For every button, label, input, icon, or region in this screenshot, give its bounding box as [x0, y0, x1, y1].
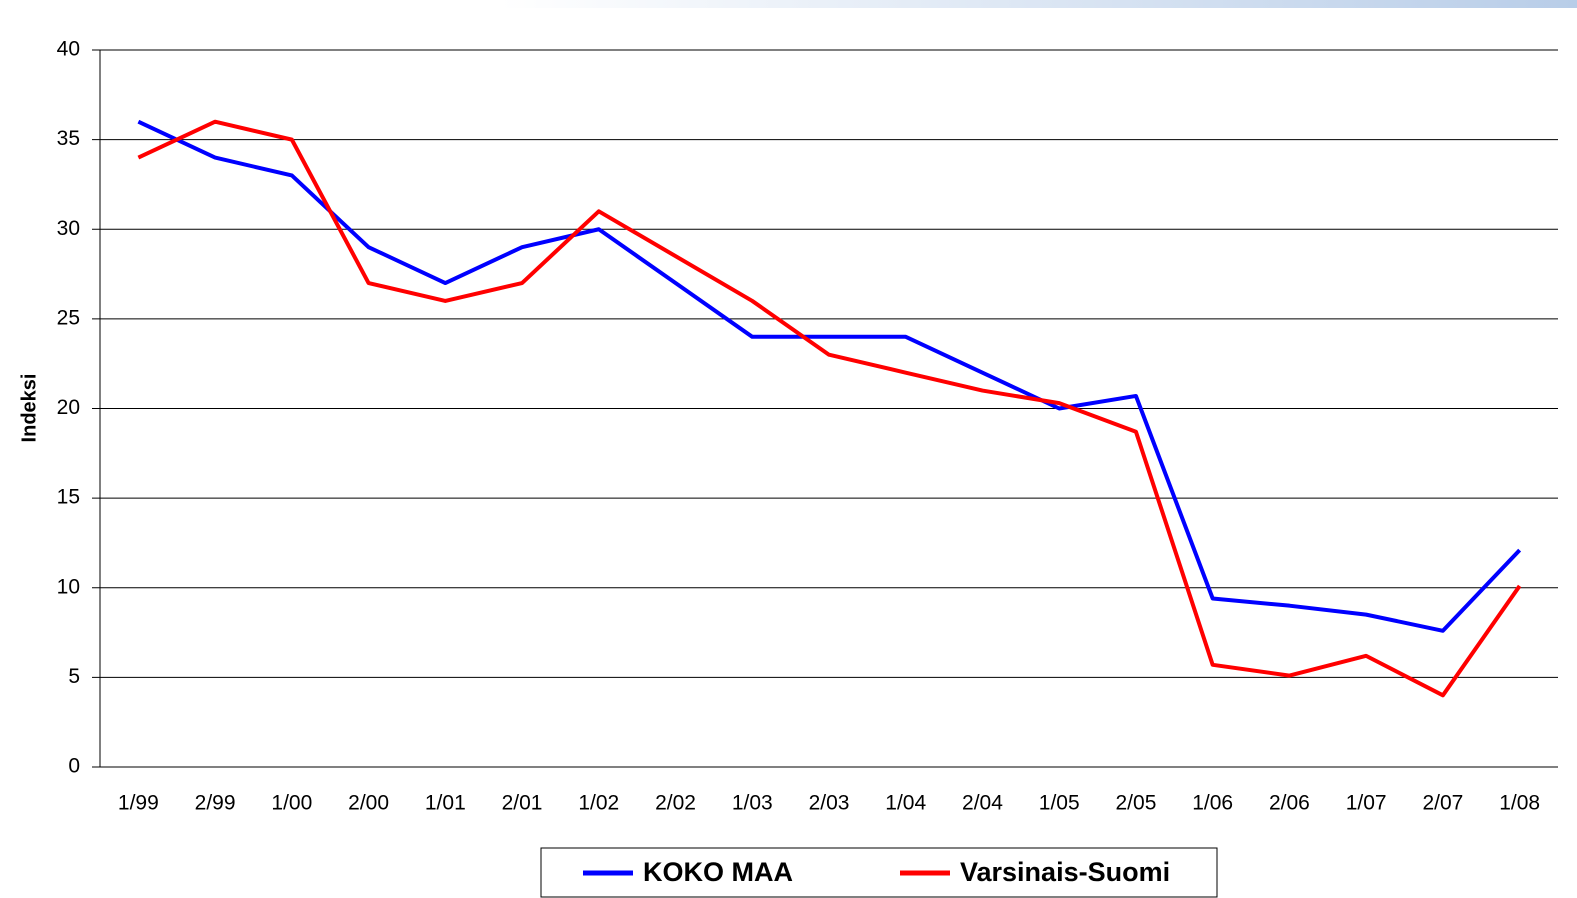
y-tick-label: 10 — [57, 575, 80, 598]
y-tick-label: 40 — [57, 38, 80, 61]
y-axis-label: Indeksi — [18, 374, 40, 443]
x-tick-label: 1/05 — [1039, 792, 1080, 815]
x-tick-label: 2/03 — [809, 792, 850, 815]
x-tick-label: 1/04 — [885, 792, 926, 815]
series-line — [137, 119, 1522, 698]
x-tick-label: 1/06 — [1192, 792, 1233, 815]
x-tick-label: 2/05 — [1116, 792, 1157, 815]
x-tick-label: 1/02 — [578, 792, 619, 815]
x-tick-label: 1/99 — [118, 792, 159, 815]
x-tick-label: 2/01 — [502, 792, 543, 815]
x-tick-label: 1/03 — [732, 792, 773, 815]
y-tick-label: 0 — [68, 755, 80, 778]
decor-bar — [500, 0, 1577, 8]
y-tick-label: 25 — [57, 306, 80, 329]
x-tick-label: 2/04 — [962, 792, 1003, 815]
x-tick-label: 2/07 — [1422, 792, 1463, 815]
series-line — [137, 119, 1522, 633]
x-tick-label: 1/08 — [1499, 792, 1540, 815]
legend-label: KOKO MAA — [643, 857, 793, 887]
x-tick-label: 2/99 — [195, 792, 236, 815]
x-tick-label: 2/06 — [1269, 792, 1310, 815]
x-tick-label: 2/00 — [348, 792, 389, 815]
y-tick-label: 15 — [57, 486, 80, 509]
y-tick-label: 30 — [57, 217, 80, 240]
y-tick-label: 5 — [68, 665, 80, 688]
y-tick-label: 20 — [57, 396, 80, 419]
y-tick-label: 35 — [57, 127, 80, 150]
x-tick-label: 1/01 — [425, 792, 466, 815]
x-tick-label: 1/07 — [1346, 792, 1387, 815]
legend-box — [540, 847, 1218, 898]
x-tick-label: 2/02 — [655, 792, 696, 815]
legend-label: Varsinais-Suomi — [960, 857, 1170, 887]
x-tick-label: 1/00 — [271, 792, 312, 815]
